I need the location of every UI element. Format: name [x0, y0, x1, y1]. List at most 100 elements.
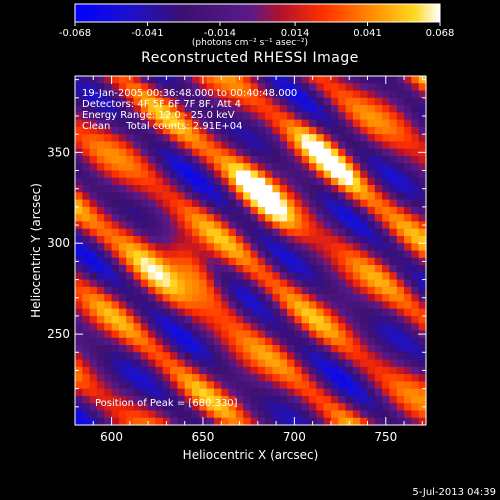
heatmap-cell — [330, 279, 339, 288]
heatmap-cell — [192, 105, 200, 113]
heatmap-cell — [199, 286, 208, 295]
heatmap-cell — [118, 272, 127, 281]
heatmap-cell — [360, 235, 369, 244]
heatmap-cell — [418, 90, 427, 99]
heatmap-cell — [228, 126, 237, 135]
heatmap-cell — [411, 272, 420, 281]
heatmap-cell — [162, 315, 171, 324]
heatmap-cell — [374, 286, 383, 295]
heatmap-cell — [75, 163, 83, 172]
heatmap-cell — [389, 90, 398, 99]
heatmap-cell — [301, 235, 310, 244]
heatmap-cell — [374, 214, 383, 223]
heatmap-cell — [192, 315, 200, 324]
heatmap-cell — [170, 279, 178, 288]
heatmap-cell — [213, 381, 222, 390]
heatmap-cell — [323, 221, 332, 230]
heatmap-cell — [126, 97, 135, 106]
heatmap-cell — [294, 417, 303, 426]
heatmap-cell — [301, 345, 310, 353]
heatmap-cell — [279, 243, 288, 252]
heatmap-cell — [287, 155, 295, 164]
heatmap-cell — [243, 265, 252, 273]
heatmap-cell — [148, 192, 157, 201]
heatmap-cell — [294, 352, 303, 361]
heatmap-cell — [352, 163, 361, 172]
heatmap-cell — [126, 192, 135, 201]
heatmap-cell — [126, 308, 135, 317]
heatmap-cell — [250, 410, 259, 419]
heatmap-cell — [96, 163, 105, 172]
heatmap-cell — [382, 257, 391, 266]
heatmap-cell — [140, 141, 149, 150]
heatmap-cell — [140, 112, 149, 121]
heatmap-cell — [330, 257, 339, 266]
heatmap-cell — [104, 294, 113, 302]
heatmap-cell — [89, 170, 98, 179]
heatmap-cell — [316, 359, 325, 368]
heatmap-cell — [250, 294, 259, 302]
heatmap-cell — [170, 148, 178, 157]
heatmap-cell — [206, 345, 215, 353]
heatmap-cell — [89, 250, 98, 259]
heatmap-cell — [374, 199, 383, 208]
heatmap-cell — [367, 315, 376, 324]
heatmap-cell — [279, 417, 288, 426]
heatmap-cell — [221, 76, 230, 84]
heatmap-cell — [206, 228, 215, 237]
heatmap-cell — [411, 97, 420, 106]
heatmap-cell — [162, 286, 171, 295]
heatmap-cell — [345, 83, 354, 92]
heatmap-cell — [162, 323, 171, 332]
heatmap-cell — [118, 301, 127, 310]
x-tick-label: 650 — [192, 430, 215, 444]
heatmap-cell — [272, 381, 281, 390]
heatmap-cell — [126, 141, 135, 150]
heatmap-cell — [294, 388, 303, 397]
heatmap-cell — [111, 214, 120, 223]
heatmap-cell — [345, 279, 354, 288]
heatmap-cell — [184, 381, 193, 390]
heatmap-cell — [89, 403, 98, 412]
heatmap-cell — [330, 185, 339, 193]
heatmap-cell — [404, 90, 412, 99]
heatmap-cell — [213, 163, 222, 172]
heatmap-cell — [382, 345, 391, 353]
heatmap-cell — [287, 323, 295, 332]
heatmap-cell — [330, 250, 339, 259]
heatmap-cell — [104, 272, 113, 281]
heatmap-cell — [148, 250, 157, 259]
heatmap-cell — [309, 381, 317, 390]
heatmap-cell — [396, 177, 405, 186]
heatmap-cell — [82, 199, 91, 208]
heatmap-cell — [360, 294, 369, 302]
heatmap-cell — [352, 134, 361, 143]
heatmap-cell — [162, 97, 171, 106]
heatmap-cell — [294, 185, 303, 193]
heatmap-cell — [133, 272, 142, 281]
heatmap-cell — [396, 294, 405, 302]
heatmap-cell — [418, 410, 427, 419]
heatmap-cell — [199, 250, 208, 259]
heatmap-cell — [228, 243, 237, 252]
heatmap-cell — [396, 308, 405, 317]
heatmap-cell — [199, 112, 208, 121]
heatmap-cell — [111, 112, 120, 121]
colorbar-tick-label: -0.068 — [59, 28, 91, 39]
heatmap-cell — [272, 330, 281, 339]
heatmap-cell — [221, 294, 230, 302]
heatmap-cell — [411, 257, 420, 266]
heatmap-cell — [82, 272, 91, 281]
heatmap-cell — [411, 192, 420, 201]
heatmap-cell — [140, 228, 149, 237]
heatmap-cell — [118, 148, 127, 157]
heatmap-cell — [396, 330, 405, 339]
heatmap-cell — [221, 228, 230, 237]
heatmap-cell — [118, 112, 127, 121]
heatmap-cell — [111, 359, 120, 368]
heatmap-cell — [250, 257, 259, 266]
heatmap-cell — [104, 148, 113, 157]
heatmap-cell — [389, 185, 398, 193]
heatmap-cell — [301, 388, 310, 397]
heatmap-cell — [148, 345, 157, 353]
